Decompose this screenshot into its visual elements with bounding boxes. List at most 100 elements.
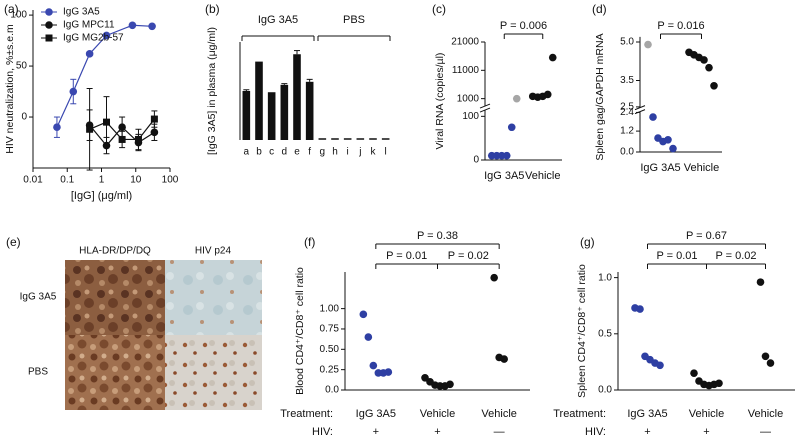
micrograph [165,260,262,335]
y-tick-label: 0.25 [320,364,340,375]
point [490,273,498,282]
point [756,278,765,286]
axis-break [480,106,490,111]
point [502,151,511,160]
point [669,144,677,153]
hiv-label: + [644,426,650,438]
point [446,380,454,389]
y-tick-label: 1.0 [598,272,612,283]
point [644,40,652,49]
x-tick-label: Vehicle [689,408,724,420]
y-tick-label: 0 [21,112,27,123]
point [656,361,664,370]
point [364,333,373,341]
x-tick-label: IgG 3A5 [627,408,667,420]
marker [150,115,158,123]
y-tick-label: 100 [10,10,27,21]
x-tick-label: IgG 3A5 [640,162,680,174]
point [664,136,672,144]
x-tick-label: Vehicle [420,408,455,420]
panel-label: (f) [304,235,315,249]
hiv-label: — [494,426,505,438]
point [369,361,378,370]
point [548,53,557,62]
p-value: P = 0.01 [656,250,697,262]
column-header: HLA-DR/DP/DQ [79,246,151,257]
p-value: P = 0.38 [417,230,458,242]
legend-label: IgG MG2b-57 [63,33,124,44]
bar [242,91,251,140]
x-tick-label: k [371,147,377,158]
x-tick-label: IgG 3A5 [484,170,524,182]
panel-label: (d) [592,2,607,16]
y-tick-label: 11000 [452,65,480,76]
y-tick-label: 0.0 [325,385,339,396]
marker [69,87,78,96]
x-tick-label: i [347,147,349,158]
x-tick-label: d [282,147,288,158]
axis-break [634,109,646,115]
legend-marker [45,34,53,42]
hiv-label: + [373,426,379,438]
point [690,369,698,377]
point [715,379,723,388]
marker [86,125,94,133]
y-tick-label: 0.5 [598,328,612,339]
axis-break [635,107,645,112]
micrograph [65,335,165,410]
micrograph [165,335,262,410]
row-label: Treatment: [280,408,333,420]
row-label: HIV: [312,426,333,438]
point [761,352,770,361]
marker [118,135,126,143]
panel-label: (c) [432,2,446,16]
marker [128,21,137,30]
x-tick-label: c [269,147,274,158]
x-tick-label: Vehicle [481,408,516,420]
x-tick-label: g [320,147,326,158]
y-axis-label: Spleen gag/GAPDH mRNA [594,33,606,160]
marker [134,135,142,143]
hiv-label: — [760,426,771,438]
bar [255,61,263,140]
y-tick-label: 0.75 [320,324,340,335]
x-tick-label: a [244,147,250,158]
marker [103,118,111,126]
y-tick-label: 3.5 [620,75,634,86]
point [705,63,713,72]
y-tick-label: 2.5 [620,102,634,113]
x-tick-label: Vehicle [748,408,783,420]
y-tick-label: 100 [462,111,479,122]
x-tick-label: e [294,147,300,158]
x-tick-label: h [332,147,338,158]
y-tick-label: 21000 [451,37,479,48]
row-label: IgG 3A5 [20,292,57,303]
legend-label: IgG 3A5 [63,7,100,18]
bar [280,84,289,140]
group-label: PBS [343,14,365,26]
p-value: P = 0.02 [715,250,756,262]
y-tick-label: 1000 [457,93,480,104]
p-value: P = 0.01 [386,250,427,262]
p-value: P = 0.67 [686,230,727,242]
bar [305,81,314,140]
p-value: P = 0.016 [657,20,704,32]
x-tick-label: 10 [130,175,142,186]
x-tick-label: Vehicle [684,162,719,174]
y-tick-label: 50 [16,61,28,72]
bar [293,54,301,140]
axis-break [479,103,491,109]
marker [102,31,111,40]
y-axis-label: HIV neutralization, %±s.e.m [4,24,16,154]
marker [118,123,126,132]
y-tick-label: 0.0 [598,385,612,396]
point [766,359,775,367]
axis-break [634,105,646,111]
point [543,90,552,99]
micrograph [65,260,165,335]
group-label: IgG 3A5 [258,14,298,26]
point [500,355,508,363]
marker [85,50,94,58]
y-axis-label: Viral RNA (copies/µl) [434,53,446,150]
